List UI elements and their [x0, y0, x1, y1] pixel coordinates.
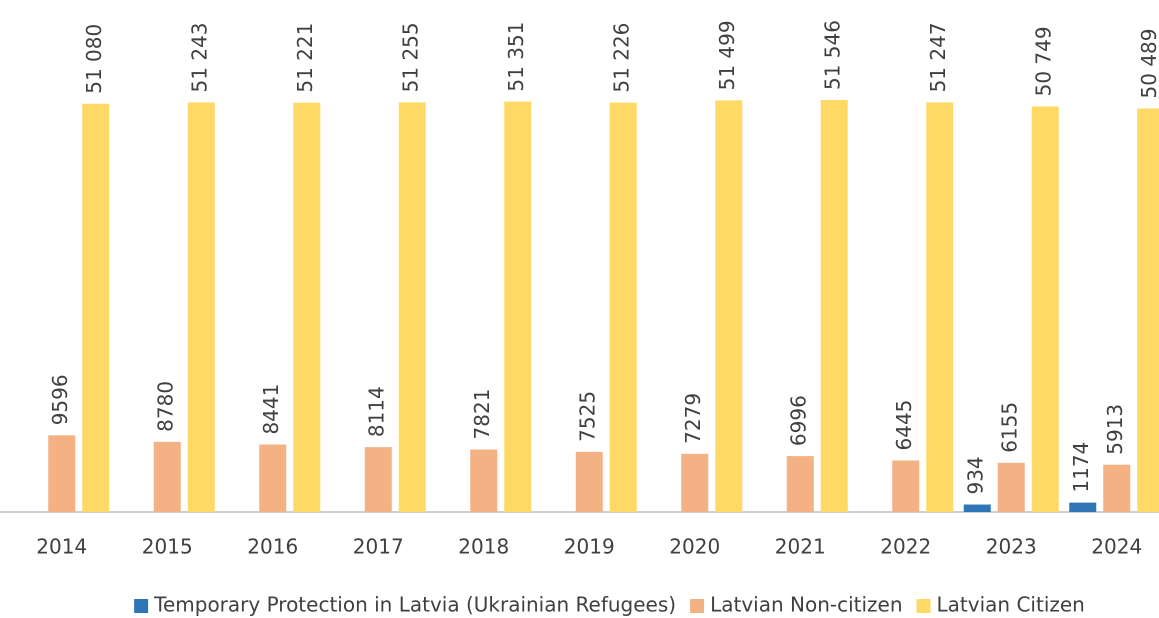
bar — [82, 103, 110, 512]
data-label: 6155 — [998, 402, 1022, 453]
bar — [820, 100, 848, 513]
bar — [504, 101, 532, 513]
x-tick-label: 2017 — [353, 535, 404, 559]
data-label: 7525 — [576, 391, 600, 442]
x-tick-label: 2023 — [986, 535, 1037, 559]
legend-swatch — [916, 599, 931, 613]
legend-label: Temporary Protection in Latvia (Ukrainia… — [153, 593, 676, 617]
legend-label: Latvian Citizen — [937, 593, 1085, 617]
data-label: 51 351 — [504, 22, 528, 92]
bar — [259, 444, 287, 512]
bar — [892, 460, 920, 512]
data-label: 934 — [964, 456, 988, 494]
bar — [1103, 464, 1131, 512]
bar — [715, 100, 743, 512]
bar — [786, 456, 814, 512]
data-label: 51 226 — [610, 23, 634, 93]
bar — [1069, 502, 1097, 512]
bar — [364, 447, 392, 512]
bar — [1137, 108, 1159, 512]
bar — [398, 102, 426, 513]
bar — [609, 102, 637, 513]
x-tick-label: 2016 — [247, 535, 298, 559]
data-label: 50 489 — [1137, 28, 1159, 98]
legend-swatch — [134, 599, 149, 613]
data-label: 51 255 — [399, 22, 423, 92]
bar — [997, 462, 1025, 512]
bar — [681, 453, 709, 512]
data-label: 51 247 — [926, 22, 950, 92]
legend-swatch — [690, 599, 705, 613]
x-tick-label: 2021 — [775, 535, 826, 559]
bar — [48, 435, 76, 512]
data-label: 51 499 — [715, 20, 739, 90]
x-tick-label: 2015 — [142, 535, 193, 559]
data-label: 6445 — [892, 400, 916, 451]
x-tick-label: 2024 — [1091, 535, 1142, 559]
x-tick-label: 2014 — [36, 535, 87, 559]
bar — [153, 441, 181, 512]
x-tick-label: 2019 — [564, 535, 615, 559]
data-label: 5913 — [1103, 404, 1127, 455]
x-tick-label: 2018 — [458, 535, 509, 559]
bar — [470, 449, 498, 512]
bar — [963, 504, 991, 512]
data-label: 8441 — [259, 384, 283, 435]
data-label: 8780 — [154, 381, 178, 432]
data-label: 6996 — [787, 395, 811, 446]
x-tick-label: 2020 — [669, 535, 720, 559]
data-label: 51 221 — [293, 23, 317, 93]
data-label: 1174 — [1069, 442, 1093, 493]
bar — [926, 102, 954, 512]
bar — [1031, 106, 1059, 512]
bar — [187, 102, 215, 513]
data-label: 51 080 — [82, 24, 106, 94]
data-label: 51 243 — [188, 22, 212, 92]
legend-label: Latvian Non-citizen — [710, 593, 902, 617]
data-label: 51 546 — [821, 20, 845, 90]
data-label: 8114 — [365, 386, 389, 437]
data-label: 9596 — [48, 374, 72, 425]
data-label: 7279 — [681, 393, 705, 444]
bar — [575, 451, 603, 512]
data-label: 7821 — [470, 389, 494, 440]
x-tick-label: 2022 — [880, 535, 931, 559]
data-label: 50 749 — [1032, 26, 1056, 96]
bar — [293, 102, 321, 512]
